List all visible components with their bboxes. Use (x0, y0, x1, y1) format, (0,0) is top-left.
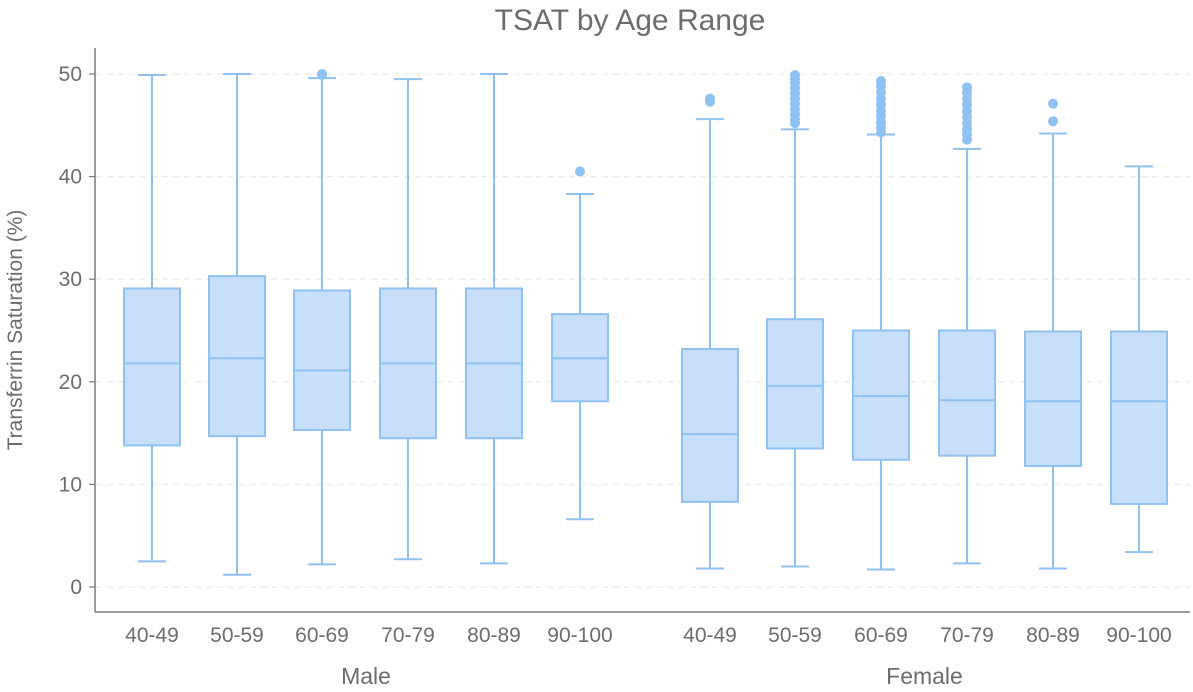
box-female-80-89 (1024, 98, 1082, 570)
box-male-40-49 (123, 74, 181, 563)
x-tick-label: 50-59 (768, 624, 822, 647)
outlier-point (790, 70, 800, 81)
y-tick-label: 50 (59, 63, 82, 86)
axes (94, 48, 1190, 613)
iqr-box (1110, 330, 1168, 505)
box-male-80-89 (465, 73, 523, 565)
iqr-box (766, 318, 824, 450)
iqr-box (938, 329, 996, 457)
box-female-60-69 (852, 76, 910, 571)
chart-title: TSAT by Age Range (495, 4, 766, 37)
outlier-point (317, 69, 327, 79)
x-tick-label: 40-49 (683, 624, 737, 647)
y-tick-label: 0 (70, 576, 82, 599)
x-tick-label: 50-59 (210, 624, 264, 647)
boxes (123, 69, 1168, 576)
y-tick-label: 20 (59, 371, 82, 394)
iqr-box (1024, 330, 1082, 467)
x-tick-label: 70-79 (940, 624, 994, 647)
x-tick-label: 60-69 (854, 624, 908, 647)
box-female-70-79 (938, 82, 996, 565)
x-tick-label: 80-89 (467, 624, 521, 647)
box-female-40-49 (681, 93, 739, 570)
iqr-box (123, 287, 181, 447)
y-tick-label: 40 (59, 166, 82, 189)
box-female-90-100 (1110, 165, 1168, 554)
group-label-female: Female (886, 663, 963, 689)
group-label-male: Male (341, 663, 391, 689)
outlier-point (705, 93, 715, 104)
x-tick-labels: 40-49 50-59 60-69 70-79 80-89 90-100 40-49 50-5… (125, 624, 1172, 647)
y-ticks: 0 10 20 30 40 50 (59, 63, 95, 599)
outlier-point (575, 166, 585, 177)
outlier-point (962, 82, 972, 93)
x-tick-label: 90-100 (1106, 624, 1171, 647)
x-tick-label: 40-49 (125, 624, 179, 647)
x-tick-label: 80-89 (1026, 624, 1080, 647)
outlier-point (1048, 98, 1058, 109)
iqr-box (852, 329, 910, 461)
outlier-point (1048, 116, 1058, 127)
box-female-50-59 (766, 70, 824, 568)
box-male-60-69 (293, 69, 351, 566)
outlier-point (876, 76, 886, 87)
y-tick-label: 10 (59, 473, 82, 496)
x-tick-label: 90-100 (547, 624, 612, 647)
y-tick-label: 30 (59, 268, 82, 291)
x-tick-label: 60-69 (295, 624, 349, 647)
group-labels: Male Female (341, 663, 963, 689)
box-male-70-79 (379, 78, 437, 561)
x-tick-label: 70-79 (381, 624, 435, 647)
iqr-box (681, 347, 739, 503)
box-male-90-100 (551, 166, 609, 521)
y-axis-label: Transferrin Saturation (%) (4, 210, 27, 451)
iqr-box (293, 289, 351, 432)
box-male-50-59 (208, 73, 266, 576)
iqr-box (208, 275, 266, 438)
